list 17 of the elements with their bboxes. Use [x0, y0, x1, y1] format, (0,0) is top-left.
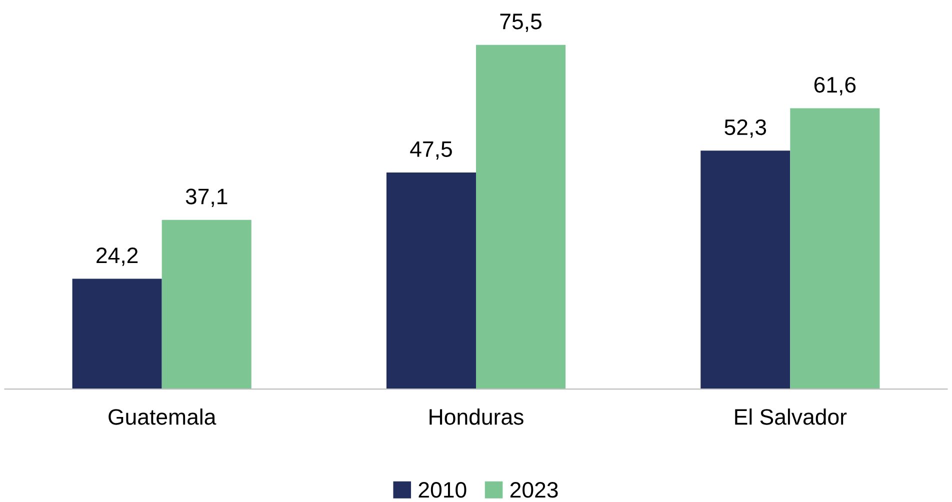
bar	[72, 278, 162, 390]
data-label: 61,6	[814, 76, 856, 96]
bar	[386, 172, 476, 390]
data-label: 37,1	[186, 188, 228, 208]
bar	[790, 108, 880, 390]
data-label: 52,3	[724, 119, 766, 138]
data-label: 75,5	[500, 14, 542, 32]
legend-label: 2023	[510, 482, 558, 498]
x-tick-label: Honduras	[430, 408, 524, 425]
bar	[700, 150, 790, 390]
x-tick-label: El Salvador	[735, 408, 847, 425]
bar	[476, 44, 566, 390]
data-label: 24,2	[96, 247, 138, 266]
data-label: 47,5	[410, 141, 452, 160]
legend-label: 2010	[418, 482, 466, 498]
x-tick-label: Guatemala	[108, 408, 216, 425]
bar	[162, 220, 252, 390]
